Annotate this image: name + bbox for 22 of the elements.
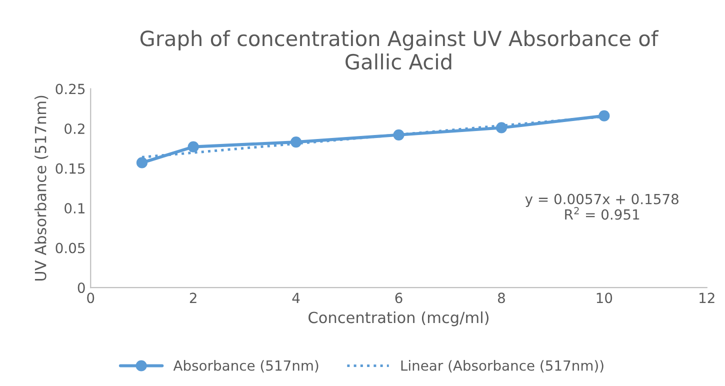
x-axis-title: Concentration (mcg/ml) <box>308 311 488 326</box>
y-tick-label: 0 <box>78 282 85 294</box>
x-tick-label: 0 <box>87 292 94 304</box>
y-axis-title: UV Absorbance (517nm) <box>34 96 48 280</box>
point <box>188 141 199 152</box>
legend-label: Absorbance (517nm) <box>173 360 318 372</box>
chart-title: Graph of concentration Against UV Absorbance of Gallic Acid <box>140 30 659 70</box>
x-tick-label: 8 <box>498 292 505 304</box>
y-tick-label: 0.25 <box>56 84 85 94</box>
y-tick-label: 0.1 <box>64 203 84 214</box>
x-tick-label: 10 <box>596 292 612 304</box>
x-tick-label: 6 <box>395 292 402 304</box>
x-tick-label: 12 <box>700 292 714 303</box>
x-tick-label: 2 <box>190 292 196 303</box>
point <box>598 110 610 122</box>
annotation: y = 0.0057x + 0.1578 R$^{2}$ = 0.951 <box>525 194 678 220</box>
legend-label: Linear (Absorbance (517nm)) <box>401 360 604 372</box>
y-tick-label: 0.2 <box>64 124 84 134</box>
point <box>136 157 148 168</box>
x-tick-label: 4 <box>292 292 300 303</box>
y-tick-label: 0.15 <box>56 163 85 174</box>
y-tick-label: 0.05 <box>56 242 85 254</box>
